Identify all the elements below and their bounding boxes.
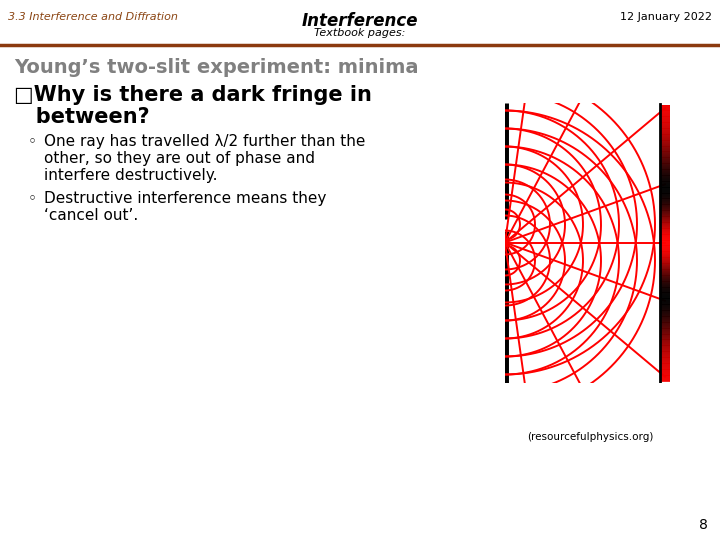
Text: Young’s two-slit experiment: minima: Young’s two-slit experiment: minima	[14, 58, 418, 77]
Text: between?: between?	[14, 107, 150, 127]
Text: ‘cancel out’.: ‘cancel out’.	[44, 208, 138, 223]
Text: ◦: ◦	[28, 134, 37, 149]
Text: Destructive interference means they: Destructive interference means they	[44, 191, 326, 206]
Text: ◦: ◦	[28, 191, 37, 206]
Text: (resourcefulphysics.org): (resourcefulphysics.org)	[527, 432, 653, 442]
Text: 8: 8	[699, 518, 708, 532]
Text: 3.3 Interference and Diffration: 3.3 Interference and Diffration	[8, 12, 178, 22]
Text: Interference: Interference	[302, 12, 418, 30]
Text: Textbook pages:: Textbook pages:	[315, 28, 405, 38]
Text: 12 January 2022: 12 January 2022	[620, 12, 712, 22]
Text: other, so they are out of phase and: other, so they are out of phase and	[44, 151, 315, 166]
Text: One ray has travelled λ/2 further than the: One ray has travelled λ/2 further than t…	[44, 134, 365, 149]
Text: □Why is there a dark fringe in: □Why is there a dark fringe in	[14, 85, 372, 105]
Text: interfere destructively.: interfere destructively.	[44, 168, 217, 183]
